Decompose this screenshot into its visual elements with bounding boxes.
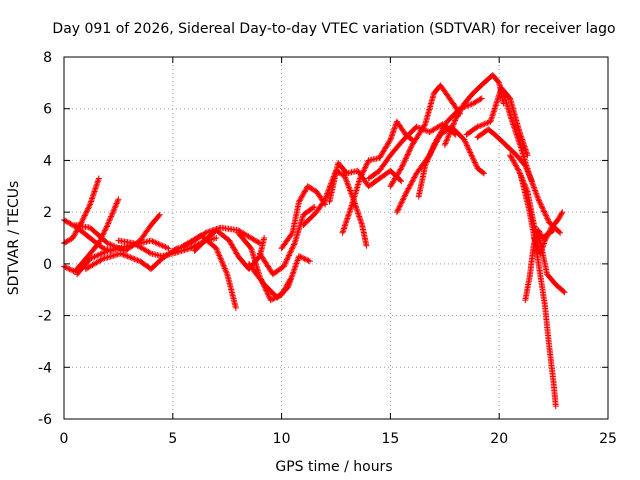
x-tick-label: 20 xyxy=(490,431,508,447)
data-point-markers xyxy=(518,172,559,410)
y-tick-label: -6 xyxy=(38,412,52,428)
data-point-markers xyxy=(256,203,318,278)
series-track xyxy=(256,203,318,278)
series-track xyxy=(278,183,329,252)
x-tick-label: 0 xyxy=(60,431,69,447)
data-point-markers xyxy=(522,227,557,304)
series-track xyxy=(463,85,531,159)
series-track xyxy=(387,82,464,190)
y-tick-label: 0 xyxy=(43,257,52,273)
series-track xyxy=(500,90,564,236)
x-axis-label: GPS time / hours xyxy=(275,459,392,475)
x-tick-label: 25 xyxy=(599,431,617,447)
y-tick-label: 2 xyxy=(43,205,52,221)
series-track xyxy=(522,227,557,304)
data-point-markers xyxy=(500,90,564,236)
x-tick-label: 5 xyxy=(168,431,177,447)
data-point-markers xyxy=(180,232,239,311)
y-tick-label: 8 xyxy=(43,50,52,66)
x-tick-label: 15 xyxy=(381,431,399,447)
chart-title: Day 091 of 2026, Sidereal Day-to-day VTE… xyxy=(52,21,615,37)
data-point-markers xyxy=(339,118,416,236)
data-point-markers xyxy=(246,253,313,301)
y-tick-label: -2 xyxy=(38,309,52,325)
data-point-markers xyxy=(387,82,464,190)
data-points xyxy=(61,72,568,410)
y-axis-label: SDTVAR / TECUs xyxy=(6,181,22,296)
axis-ticks: 0 5 10 15 20 25 -6 -4 -2 0 2 4 6 8 xyxy=(38,50,617,447)
y-tick-label: 4 xyxy=(43,153,52,169)
series-track xyxy=(339,118,416,236)
y-tick-label: 6 xyxy=(43,102,52,118)
y-tick-label: -4 xyxy=(38,360,52,376)
grid xyxy=(64,57,608,419)
series-track xyxy=(180,232,239,311)
series-track xyxy=(246,253,313,301)
data-point-markers xyxy=(278,183,329,252)
data-point-markers xyxy=(463,85,531,159)
series-track xyxy=(518,172,559,410)
plot-frame xyxy=(63,56,609,420)
x-tick-label: 10 xyxy=(273,431,291,447)
